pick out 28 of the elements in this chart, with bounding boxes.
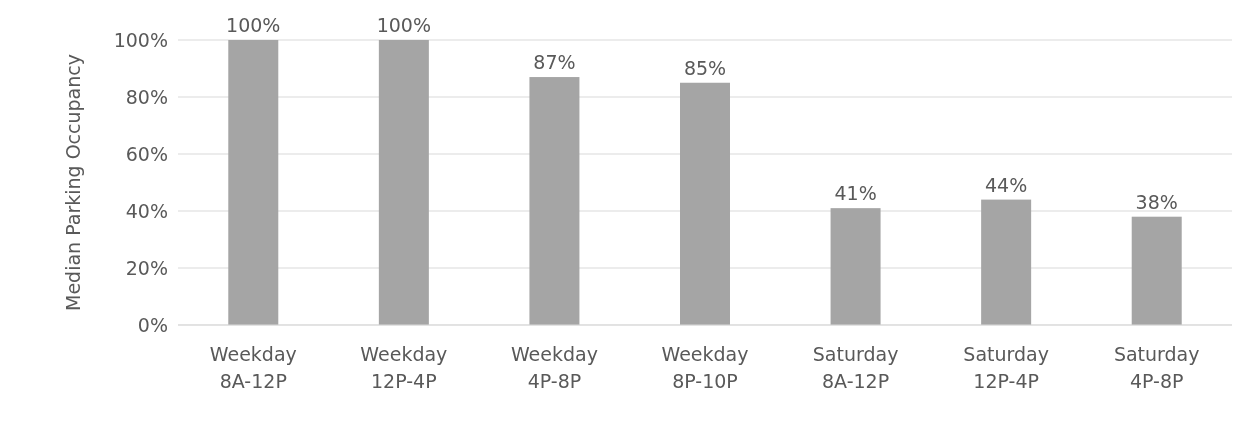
data-label: 85% [683,56,727,79]
y-tick-label: 100% [113,28,168,51]
x-tick-label: Weekday 8A-12P [209,343,297,392]
x-tick-label: Saturday 8A-12P [812,343,899,392]
bar [1131,216,1182,325]
bar [378,40,429,325]
data-label: 87% [533,51,576,74]
data-label: 100% [376,14,432,36]
bar [830,208,881,325]
y-tick-label: 0% [137,313,168,336]
x-tick-label: Weekday 12P-4P [360,343,448,392]
bar [680,82,730,325]
x-tick-label: Weekday 4P-8P [510,343,598,392]
bar [529,77,580,325]
data-label: 100% [226,14,281,36]
x-tick-label: Weekday 8P-10P [661,343,749,392]
y-axis-title: Median Parking Occupancy [62,54,84,311]
x-tick-label: Saturday 12P-4P [963,343,1049,392]
y-tick-label: 40% [125,199,168,222]
x-tick-label: Saturday 4P-8P [1113,343,1200,392]
y-tick-label: 20% [125,256,168,279]
data-label: 38% [1135,190,1178,213]
data-label: 44% [985,173,1028,196]
bar [981,199,1032,325]
data-label: 41% [834,182,877,205]
y-tick-label: 80% [125,85,168,108]
bar [228,40,279,325]
y-tick-label: 60% [125,142,168,165]
